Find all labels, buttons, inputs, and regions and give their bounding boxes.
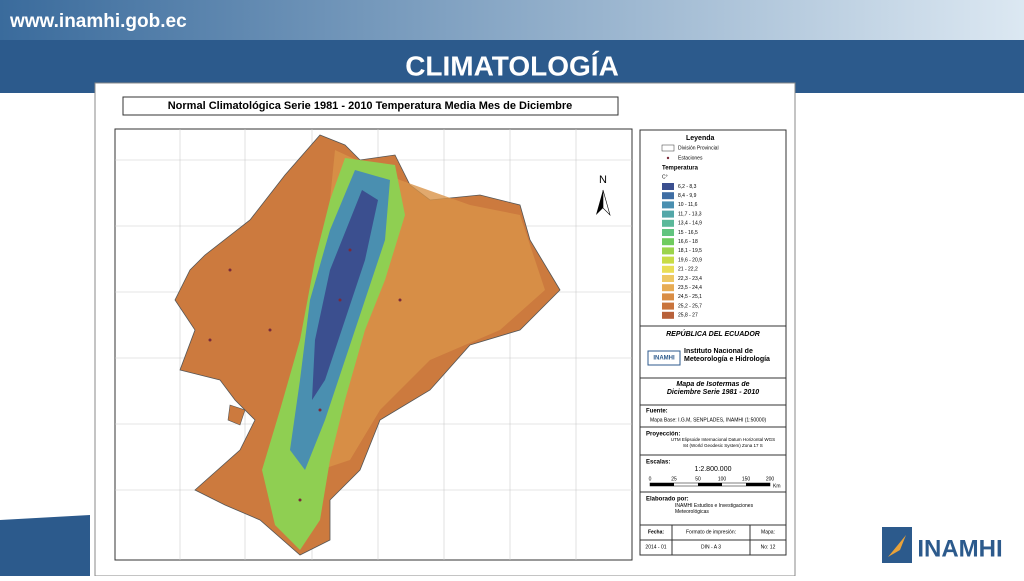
format: DIN - A 3 — [701, 544, 721, 550]
top-strip — [0, 0, 1024, 40]
legend-swatch — [662, 293, 674, 301]
scale-bar-fill — [746, 483, 770, 486]
map-title-box — [122, 96, 619, 116]
date-label: Fecha: — [648, 529, 664, 535]
legend-label: 13,4 - 14,9 — [678, 221, 702, 227]
republic: REPÚBLICA DEL ECUADOR — [666, 329, 760, 338]
logo-icon-mark — [888, 535, 906, 557]
footer-logo: INAMHI — [917, 535, 1002, 562]
unit-label: C° — [662, 174, 668, 180]
map-name-box: Mapa de Isotermas de Diciembre Serie 198… — [666, 381, 760, 396]
scale-bar-fill — [650, 483, 674, 486]
projection-label: Proyección: — [646, 432, 680, 438]
scale-tick: 100 — [718, 476, 727, 482]
date: 2014 - 01 — [645, 544, 666, 550]
legend-label: 11,7 - 13,3 — [678, 211, 702, 217]
map-title: Normal Climatológica Serie 1981 - 2010 T… — [168, 100, 573, 112]
legend-swatch — [662, 201, 674, 209]
source: Mapa Base: I.G.M, SENPLADES, INAMHI (1:5… — [650, 417, 766, 423]
map-name: Mapa de Isotermas de Diciembre Serie 198… — [666, 381, 760, 396]
division-label: División Provincial — [678, 145, 719, 151]
legend-label: 22,3 - 23,4 — [678, 276, 702, 282]
slide-title: CLIMATOLOGÍA — [405, 50, 619, 81]
scale-tick: 50 — [695, 476, 701, 482]
logo-box — [647, 350, 681, 366]
north-arrow — [596, 190, 603, 215]
division-swatch — [661, 144, 675, 152]
corner-shape — [0, 515, 90, 576]
map-no: No: 12 — [761, 544, 776, 550]
legend-swatch — [662, 183, 674, 190]
legend-swatch — [662, 275, 674, 282]
legend-label: 16,6 - 18 — [678, 239, 698, 245]
andes-peak — [312, 190, 378, 400]
made-box: INAMHI Estudios e Investigaciones Meteor… — [675, 503, 754, 515]
legend-label: 25,2 - 25,7 — [678, 303, 702, 309]
north-label: N — [599, 174, 607, 186]
made-by: INAMHI Estudios e Investigaciones Meteor… — [675, 503, 754, 515]
scale-bar-fill — [698, 483, 722, 486]
legend-swatch — [662, 302, 674, 310]
legend-swatch — [662, 210, 674, 218]
legend-label: 10 - 11,6 — [678, 202, 698, 208]
legend-swatch — [662, 284, 674, 292]
island — [227, 404, 246, 426]
source-label: Fuente: — [646, 409, 668, 415]
legend-label: 25,8 - 27 — [678, 313, 698, 319]
north-arrow — [602, 189, 611, 217]
stations-label: Estaciones — [678, 155, 703, 161]
legend-swatch — [662, 229, 674, 236]
scale-unit: Km — [773, 483, 781, 489]
logo-icon — [882, 527, 912, 563]
legend-label: 23,5 - 24,4 — [678, 285, 702, 291]
institute: Instituto Nacional de Meteorología e Hid… — [684, 348, 770, 363]
legend-swatch — [662, 192, 674, 200]
scale-label: Escalas: — [646, 460, 670, 466]
logo-small: INAMHI — [653, 356, 675, 362]
legend-label: 21 - 22,2 — [678, 267, 698, 273]
legend-swatch — [662, 238, 674, 246]
legend-swatch — [662, 256, 674, 264]
made-label: Elaborado por: — [646, 497, 689, 503]
legend-panel — [639, 129, 787, 556]
scale-tick: 200 — [766, 476, 775, 482]
legend-swatch — [662, 219, 674, 227]
legend-label: 15 - 16,5 — [678, 230, 698, 236]
legend-swatch — [662, 311, 674, 319]
legend-label: 6,2 - 8,3 — [678, 184, 697, 190]
projection-box: UTM Elipsoide Internacional Datum Horizo… — [670, 437, 776, 448]
stations — [208, 248, 402, 502]
projection: UTM Elipsoide Internacional Datum Horizo… — [670, 437, 776, 448]
legend-title: Leyenda — [686, 135, 715, 142]
legend-label: 8,4 - 9,9 — [678, 193, 697, 199]
site-url: www.inamhi.gob.ec — [9, 11, 187, 32]
station-swatch — [666, 156, 670, 160]
scale: 1:2.800.000 — [695, 466, 732, 473]
legend-label: 24,5 - 25,1 — [678, 294, 702, 300]
format-label: Formato de impresión: — [686, 529, 736, 535]
scale-tick: 25 — [671, 476, 677, 482]
legend-label: 18,1 - 19,5 — [678, 248, 702, 254]
legend-label: 19,6 - 20,9 — [678, 257, 702, 263]
institute-box: Instituto Nacional de Meteorología e Hid… — [684, 348, 770, 363]
scale-tick: 150 — [742, 476, 751, 482]
map-label: Mapa: — [761, 529, 775, 535]
scale-tick: 0 — [649, 476, 652, 482]
temperature-label: Temperatura — [662, 166, 699, 172]
legend-swatch — [662, 265, 674, 273]
legend-swatch — [662, 247, 674, 255]
